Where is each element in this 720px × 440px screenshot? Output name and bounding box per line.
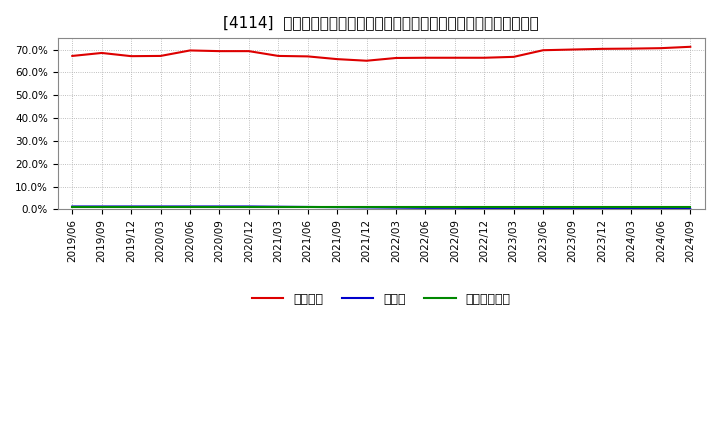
- 繰延税金資産: [451, 205, 459, 210]
- のれん: [245, 204, 253, 209]
- のれん: [156, 204, 165, 209]
- のれん: [68, 204, 76, 209]
- Title: [4114]  自己資本、のれん、繰延税金資産の総資産に対する比率の推移: [4114] 自己資本、のれん、繰延税金資産の総資産に対する比率の推移: [223, 15, 539, 30]
- 自己資本: [392, 55, 400, 61]
- 自己資本: [568, 47, 577, 52]
- 繰延税金資産: [97, 205, 106, 210]
- 繰延税金資産: [215, 205, 224, 210]
- 自己資本: [451, 55, 459, 60]
- のれん: [215, 204, 224, 209]
- 繰延税金資産: [362, 205, 371, 210]
- のれん: [510, 205, 518, 211]
- 繰延税金資産: [686, 205, 695, 210]
- 自己資本: [657, 45, 665, 51]
- 繰延税金資産: [480, 205, 489, 210]
- のれん: [539, 206, 547, 211]
- のれん: [127, 204, 135, 209]
- のれん: [451, 205, 459, 210]
- のれん: [686, 206, 695, 212]
- のれん: [303, 204, 312, 209]
- のれん: [186, 204, 194, 209]
- 自己資本: [97, 50, 106, 55]
- 繰延税金資産: [657, 205, 665, 210]
- 繰延税金資産: [303, 205, 312, 210]
- のれん: [421, 205, 430, 210]
- のれん: [362, 205, 371, 210]
- 繰延税金資産: [245, 205, 253, 210]
- のれん: [627, 206, 636, 211]
- Line: 自己資本: 自己資本: [72, 47, 690, 61]
- のれん: [274, 204, 283, 209]
- 自己資本: [480, 55, 489, 60]
- 自己資本: [68, 53, 76, 59]
- 自己資本: [598, 46, 606, 51]
- Line: のれん: のれん: [72, 206, 690, 209]
- 自己資本: [627, 46, 636, 51]
- のれん: [392, 205, 400, 210]
- 自己資本: [333, 56, 341, 62]
- 繰延税金資産: [274, 205, 283, 210]
- 自己資本: [186, 48, 194, 53]
- 自己資本: [686, 44, 695, 49]
- 自己資本: [362, 58, 371, 63]
- 繰延税金資産: [510, 205, 518, 210]
- のれん: [568, 206, 577, 211]
- 自己資本: [539, 48, 547, 53]
- のれん: [333, 205, 341, 210]
- 自己資本: [215, 48, 224, 54]
- 自己資本: [127, 54, 135, 59]
- 繰延税金資産: [598, 205, 606, 210]
- のれん: [480, 205, 489, 211]
- のれん: [97, 204, 106, 209]
- 自己資本: [274, 53, 283, 59]
- 繰延税金資産: [568, 205, 577, 210]
- 繰延税金資産: [627, 205, 636, 210]
- 自己資本: [421, 55, 430, 60]
- 自己資本: [156, 53, 165, 59]
- 自己資本: [510, 54, 518, 59]
- 繰延税金資産: [156, 205, 165, 210]
- 自己資本: [303, 54, 312, 59]
- 繰延税金資産: [392, 205, 400, 210]
- 繰延税金資産: [68, 205, 76, 210]
- のれん: [598, 206, 606, 211]
- 繰延税金資産: [333, 205, 341, 210]
- 繰延税金資産: [539, 205, 547, 210]
- Legend: 自己資本, のれん, 繰延税金資産: 自己資本, のれん, 繰延税金資産: [247, 288, 516, 311]
- 繰延税金資産: [186, 205, 194, 210]
- 繰延税金資産: [421, 205, 430, 210]
- 自己資本: [245, 48, 253, 54]
- 繰延税金資産: [127, 205, 135, 210]
- のれん: [657, 206, 665, 212]
